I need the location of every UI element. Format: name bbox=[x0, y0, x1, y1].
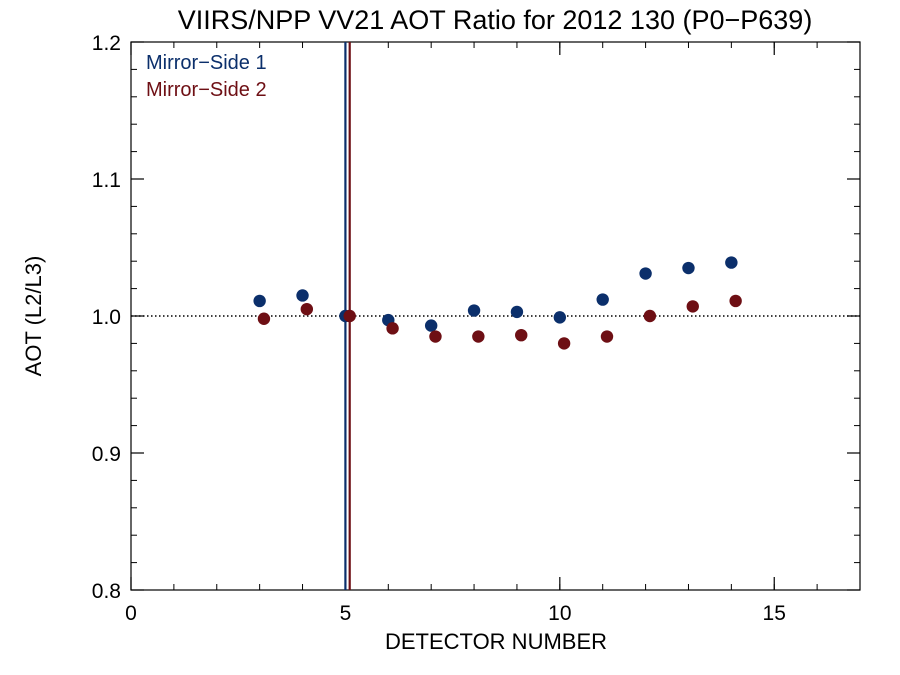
y-axis-label: AOT (L2/L3) bbox=[21, 256, 46, 377]
point-mirror-side-1 bbox=[253, 294, 266, 308]
y-tick-label: 0.9 bbox=[92, 443, 121, 466]
point-mirror-side-1 bbox=[639, 267, 652, 280]
point-mirror-side-2 bbox=[257, 312, 271, 325]
x-axis-label: DETECTOR NUMBER bbox=[385, 629, 607, 654]
y-tick-label: 1.1 bbox=[92, 169, 121, 192]
point-mirror-side-1 bbox=[725, 256, 738, 269]
x-tick-label: 15 bbox=[763, 602, 786, 625]
point-mirror-side-2 bbox=[557, 337, 571, 350]
point-mirror-side-2 bbox=[515, 328, 528, 342]
data-points bbox=[253, 256, 742, 350]
point-mirror-side-2 bbox=[300, 302, 314, 316]
point-mirror-side-1 bbox=[424, 319, 438, 332]
point-mirror-side-1 bbox=[682, 261, 695, 275]
point-mirror-side-2 bbox=[686, 300, 699, 313]
x-tick-label: 10 bbox=[548, 602, 571, 625]
point-mirror-side-1 bbox=[467, 304, 481, 317]
y-tick-label: 1.2 bbox=[92, 32, 121, 55]
chart-title: VIIRS/NPP VV21 AOT Ratio for 2012 130 (P… bbox=[178, 5, 813, 35]
major-ticks bbox=[130, 41, 860, 591]
point-mirror-side-1 bbox=[510, 305, 524, 319]
x-tick-labels: 0 5 10 15 bbox=[125, 602, 786, 625]
point-mirror-side-1 bbox=[296, 289, 309, 302]
point-mirror-side-2 bbox=[600, 330, 614, 343]
point-mirror-side-2 bbox=[386, 322, 399, 335]
point-mirror-side-2 bbox=[343, 309, 356, 323]
point-mirror-side-2 bbox=[472, 330, 485, 343]
y-tick-label: 0.8 bbox=[92, 580, 121, 603]
x-tick-label: 0 bbox=[125, 602, 137, 625]
legend-mirror-side-2: Mirror−Side 2 bbox=[146, 79, 267, 101]
x-tick-label: 5 bbox=[340, 602, 352, 625]
point-mirror-side-2 bbox=[643, 309, 657, 323]
y-tick-label: 1.0 bbox=[92, 306, 121, 329]
y-tick-labels: 0.8 0.9 1.0 1.1 1.2 bbox=[92, 32, 121, 603]
point-mirror-side-2 bbox=[429, 330, 442, 343]
legend-mirror-side-1: Mirror−Side 1 bbox=[146, 52, 267, 74]
point-mirror-side-2 bbox=[729, 294, 742, 308]
point-mirror-side-1 bbox=[553, 311, 567, 324]
point-mirror-side-1 bbox=[596, 293, 609, 306]
